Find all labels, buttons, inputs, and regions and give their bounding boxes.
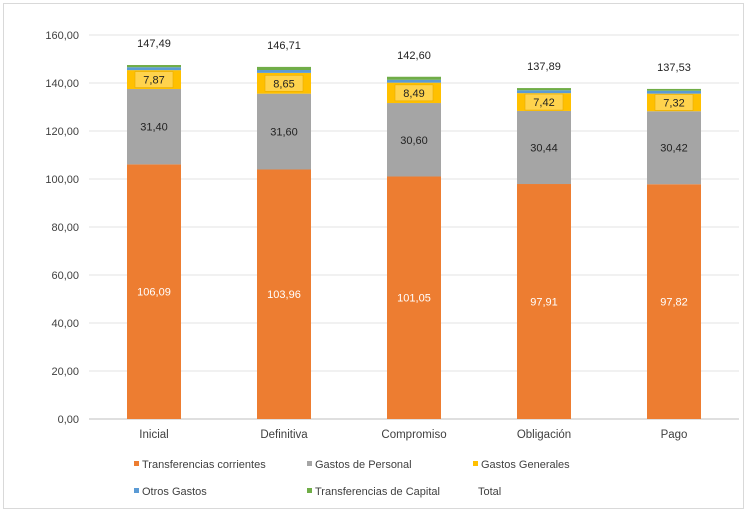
data-label: 106,09 [137, 287, 171, 299]
data-label: 97,91 [530, 297, 558, 309]
data-label: 30,44 [530, 142, 558, 154]
data-label-box [134, 71, 174, 88]
legend-swatch [473, 461, 478, 466]
data-label-box [654, 94, 694, 111]
data-label: 30,42 [660, 143, 688, 155]
bar-segment [647, 111, 701, 185]
legend-label: Transferencias corrientes [142, 459, 266, 471]
data-label: 7,32 [663, 97, 684, 109]
legend-label: Total [478, 486, 501, 498]
x-tick-label: Obligación [517, 429, 571, 441]
x-tick-label: Compromiso [381, 429, 446, 441]
stacked-bar-chart: 0,00 20,00 40,00 60,00 80,00 100,00 120,00 140,… [45, 30, 739, 498]
bar-segment [387, 176, 441, 419]
chart-frame: 0,00 20,00 40,00 60,00 80,00 100,00 120,00 140,… [3, 3, 744, 509]
data-label: 8,65 [273, 78, 294, 90]
legend-swatch [134, 488, 139, 493]
legend-label: Transferencias de Capital [315, 486, 440, 498]
total-label: 137,53 [657, 62, 691, 74]
total-label: 142,60 [397, 50, 431, 62]
data-label: 101,05 [397, 293, 431, 305]
total-label: 146,71 [267, 40, 301, 52]
bar-segment [257, 93, 311, 170]
legend-label: Gastos de Personal [315, 459, 412, 471]
data-label: 97,82 [660, 297, 688, 309]
data-label: 103,96 [267, 289, 301, 301]
bar-segment [647, 90, 701, 94]
y-tick-label: 140,00 [45, 78, 79, 90]
y-tick-label: 20,00 [51, 366, 79, 378]
x-tick-label: Definitiva [260, 429, 308, 441]
bar-segment [257, 169, 311, 419]
y-tick-label: 40,00 [51, 318, 79, 330]
bar-segment [517, 184, 571, 419]
y-tick-label: 160,00 [45, 30, 79, 42]
total-label: 147,49 [137, 38, 171, 50]
data-label: 8,49 [403, 88, 424, 100]
bar-segment [257, 66, 311, 71]
data-label: 7,42 [533, 97, 554, 109]
data-label-box [524, 93, 564, 111]
y-tick-label: 80,00 [51, 222, 79, 234]
bar-segment [387, 79, 441, 83]
data-label: 30,60 [400, 135, 428, 147]
data-label: 31,40 [140, 122, 168, 134]
bar-segment [387, 76, 441, 80]
bar-segment [517, 88, 571, 91]
bar-segment [127, 89, 181, 165]
y-tick-label: 100,00 [45, 174, 79, 186]
bar-segment [257, 70, 311, 73]
legend-label: Otros Gastos [142, 486, 207, 498]
legend-swatch [307, 488, 312, 493]
data-label-box [394, 84, 434, 102]
y-tick-label: 60,00 [51, 270, 79, 282]
legend-label: Gastos Generales [481, 459, 570, 471]
x-tick-label: Pago [661, 429, 688, 441]
data-label-box [264, 74, 304, 92]
data-label: 31,60 [270, 127, 298, 139]
bar-segment [127, 164, 181, 419]
legend-swatch [307, 461, 312, 466]
x-tick-label: Inicial [139, 429, 168, 441]
total-label: 137,89 [527, 61, 561, 73]
bar-segment [127, 67, 181, 71]
bar-segment [647, 184, 701, 419]
y-tick-label: 0,00 [58, 414, 79, 426]
bar-segment [387, 103, 441, 177]
data-label: 7,87 [143, 75, 164, 87]
bar-segment [127, 65, 181, 68]
y-tick-label: 120,00 [45, 126, 79, 138]
legend-swatch [134, 461, 139, 466]
bar-segment [517, 110, 571, 185]
bar-segment [517, 90, 571, 94]
bar-segment [647, 88, 701, 91]
